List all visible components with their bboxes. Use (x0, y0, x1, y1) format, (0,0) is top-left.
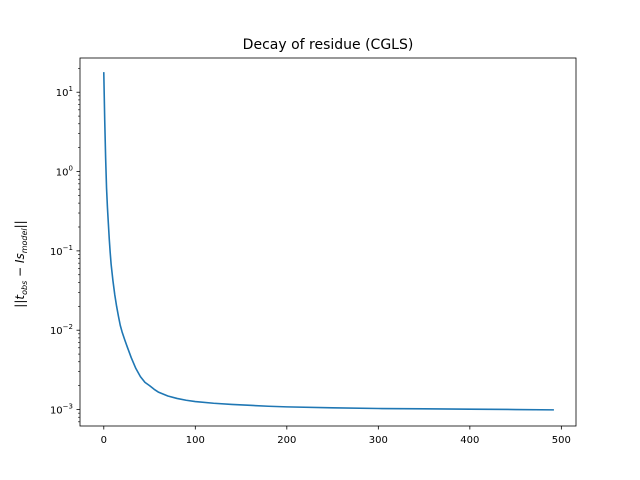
y-tick-label: 100 (56, 165, 73, 179)
axes-frame (79, 57, 577, 427)
x-tick-label: 100 (186, 435, 205, 446)
y-tick-label: 101 (56, 85, 73, 99)
x-tick-label: 300 (369, 435, 388, 446)
y-axis: 10−3 10−2 10−1 100 101 (50, 68, 80, 423)
plot-area (79, 57, 577, 427)
x-tick-label: 500 (552, 435, 571, 446)
y-tick-label: 10−1 (50, 244, 73, 258)
ylabel-t: t (13, 294, 27, 300)
y-axis-label: ||tobs − Ismodel|| (13, 220, 29, 307)
chart-title: Decay of residue (CGLS) (243, 37, 414, 53)
ylabel-minus: − (13, 263, 27, 281)
ylabel-is: Is (13, 253, 27, 263)
series-line-0 (102, 72, 554, 411)
ylabel-is-sub: model (20, 228, 29, 254)
y-tick-label: 10−3 (50, 403, 73, 417)
y-tick-label: 10−2 (50, 323, 73, 337)
x-tick-label: 0 (101, 435, 107, 446)
series-layer (102, 72, 554, 411)
ylabel-open: || (13, 300, 27, 308)
x-tick-label: 400 (460, 435, 479, 446)
x-tick-label: 200 (277, 435, 296, 446)
ylabel-t-sub: obs (20, 281, 29, 295)
x-axis: 0 100 200 300 400 500 (101, 426, 571, 446)
ylabel-close: || (13, 220, 27, 228)
